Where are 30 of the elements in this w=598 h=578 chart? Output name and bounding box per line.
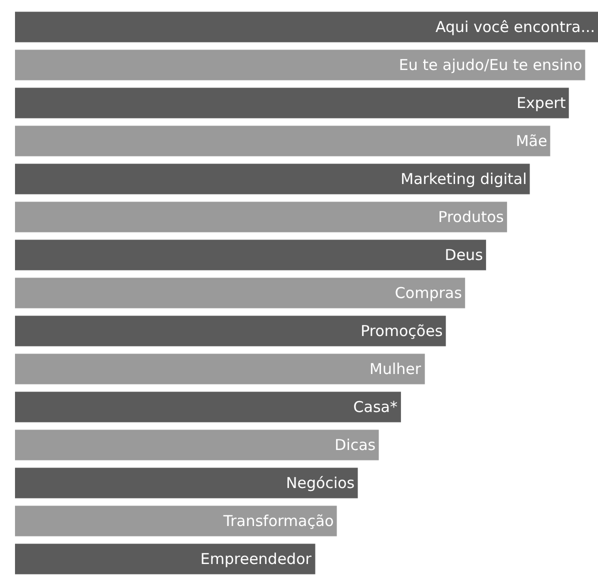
bar [15, 12, 598, 42]
bar [15, 202, 508, 232]
y-tick-label: Dicas [334, 436, 376, 454]
y-tick-label: Aqui você encontra... [436, 18, 595, 36]
bar [15, 392, 401, 422]
y-tick-label: Compras [394, 284, 462, 302]
y-tick-label: Casa* [353, 398, 398, 416]
y-tick-label: Eu te ajudo/Eu te ensino [398, 56, 582, 74]
y-tick-label: Promoções [360, 322, 443, 340]
y-tick-label: Produtos [438, 208, 504, 226]
bar [15, 316, 446, 346]
bar [15, 50, 586, 80]
y-tick-label: Mulher [370, 360, 422, 378]
bar [15, 126, 550, 156]
bar [15, 468, 358, 498]
y-tick-label: Deus [444, 246, 484, 264]
bar [15, 430, 379, 460]
bar [15, 354, 425, 384]
bar [15, 506, 337, 536]
bar [15, 278, 466, 308]
bar [15, 240, 486, 270]
bar [15, 164, 530, 194]
y-tick-label: Marketing digital [400, 170, 527, 188]
y-tick-label: Expert [516, 94, 566, 112]
y-tick-label: Transformação [222, 512, 334, 530]
y-tick-label: Negócios [286, 474, 355, 492]
bar [15, 544, 316, 574]
bar [15, 88, 569, 118]
y-tick-label: Empreendedor [200, 550, 312, 568]
y-tick-label: Mãe [516, 132, 548, 150]
